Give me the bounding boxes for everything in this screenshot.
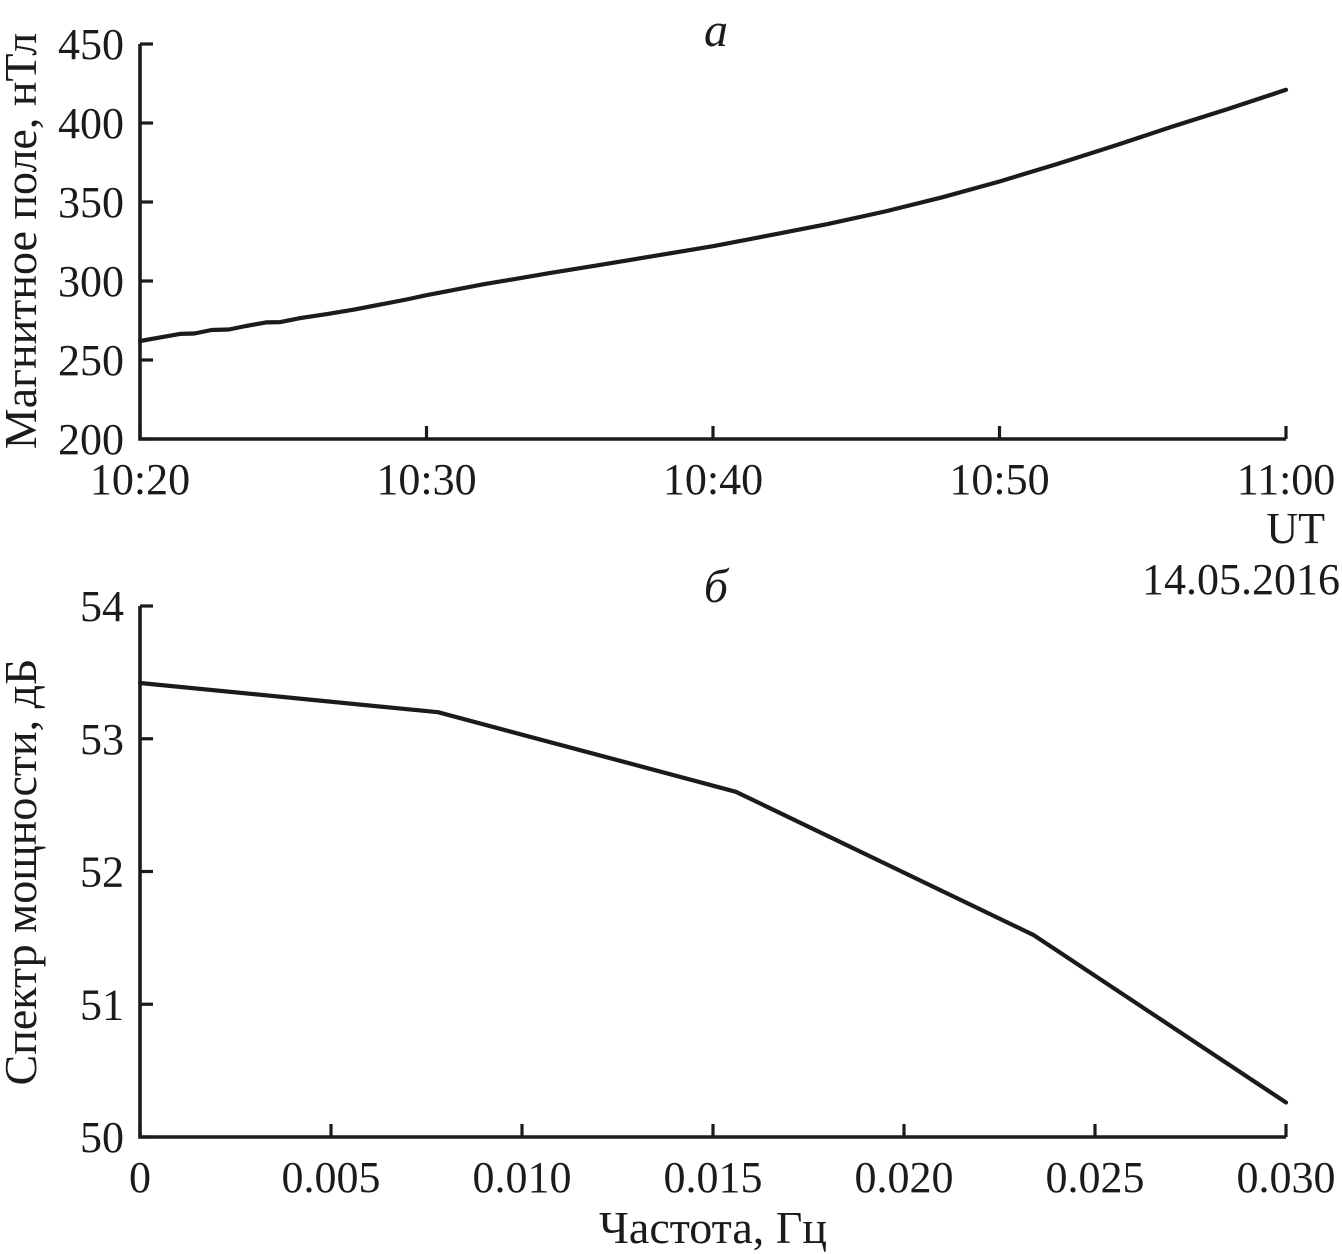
x-tick-label: 10:20	[90, 455, 190, 504]
panel-b-x-axis-label: Частота, Гц	[599, 1202, 827, 1253]
y-tick-label: 200	[58, 415, 124, 464]
y-tick-label: 53	[80, 715, 124, 764]
panel-b-title: б	[704, 560, 730, 613]
y-tick-label: 300	[58, 257, 124, 306]
panel-a-y-axis-label: Магнитное поле, нТл	[0, 33, 46, 449]
x-tick-label: 0.025	[1046, 1153, 1145, 1202]
y-tick-label: 250	[58, 336, 124, 385]
y-tick-label: 450	[58, 20, 124, 69]
panel-a-title: a	[704, 4, 728, 57]
panel-a-x-ticks: 10:20 10:30 10:40 10:50 11:00	[90, 426, 1335, 504]
y-tick-label: 54	[80, 582, 124, 631]
y-tick-label: 51	[80, 980, 124, 1029]
y-tick-label: 52	[80, 848, 124, 897]
x-tick-label: 10:30	[376, 455, 476, 504]
panel-a: a Магнитное поле, нТл 200 250 300 350 400 450…	[0, 4, 1340, 604]
x-tick-label: 0.020	[855, 1153, 954, 1202]
x-tick-label: 0	[129, 1153, 151, 1202]
power-spectrum-curve	[137, 680, 1289, 1105]
panel-a-date-annotation: 14.05.2016	[1142, 555, 1340, 604]
x-tick-label: 0.030	[1237, 1153, 1336, 1202]
x-tick-label: 0.015	[664, 1153, 763, 1202]
panel-b-axis-spines	[138, 606, 1286, 1139]
x-tick-label: 10:40	[663, 455, 763, 504]
y-tick-label: 400	[58, 99, 124, 148]
panel-a-axis-spines	[138, 44, 1286, 441]
magnetic-field-curve	[137, 87, 1289, 344]
panel-a-x-axis-unit: UT	[1266, 504, 1325, 553]
y-tick-label: 350	[58, 178, 124, 227]
x-tick-label: 0.010	[473, 1153, 572, 1202]
panel-a-y-ticks: 200 250 300 350 400 450	[58, 20, 153, 464]
y-tick-label: 50	[80, 1113, 124, 1162]
panel-b-y-ticks: 50 51 52 53 54	[80, 582, 153, 1162]
x-tick-label: 0.005	[282, 1153, 381, 1202]
x-tick-label: 11:00	[1237, 455, 1336, 504]
x-tick-label: 10:50	[949, 455, 1049, 504]
panel-b-x-ticks: 0 0.005 0.010 0.015 0.020 0.025 0.030	[129, 1124, 1336, 1202]
panel-b-y-axis-label: Спектр мощности, дБ	[0, 659, 46, 1086]
